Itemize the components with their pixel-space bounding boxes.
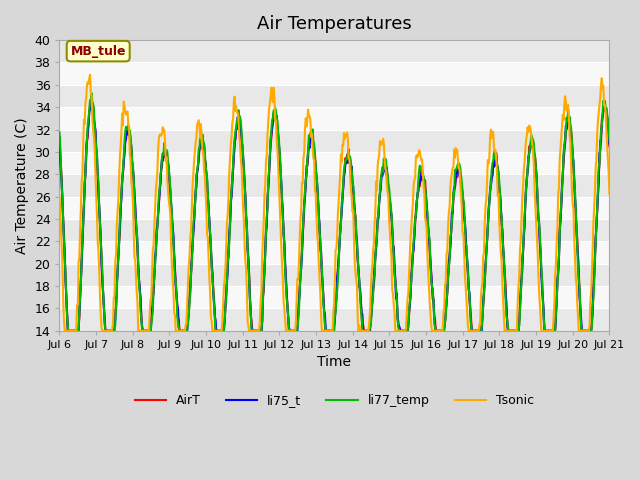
Bar [60, 241, 609, 264]
Title: Air Temperatures: Air Temperatures [257, 15, 412, 33]
Bar [60, 309, 609, 331]
Bar [60, 130, 609, 152]
Bar [60, 174, 609, 197]
Bar [60, 107, 609, 130]
Bar [60, 286, 609, 309]
X-axis label: Time: Time [317, 355, 351, 370]
Y-axis label: Air Temperature (C): Air Temperature (C) [15, 117, 29, 254]
Bar [60, 197, 609, 219]
Legend: AirT, li75_t, li77_temp, Tsonic: AirT, li75_t, li77_temp, Tsonic [130, 389, 539, 412]
Bar [60, 40, 609, 62]
Text: MB_tule: MB_tule [70, 45, 126, 58]
Bar [60, 219, 609, 241]
Bar [60, 264, 609, 286]
Bar [60, 62, 609, 85]
Bar [60, 85, 609, 107]
Bar [60, 152, 609, 174]
